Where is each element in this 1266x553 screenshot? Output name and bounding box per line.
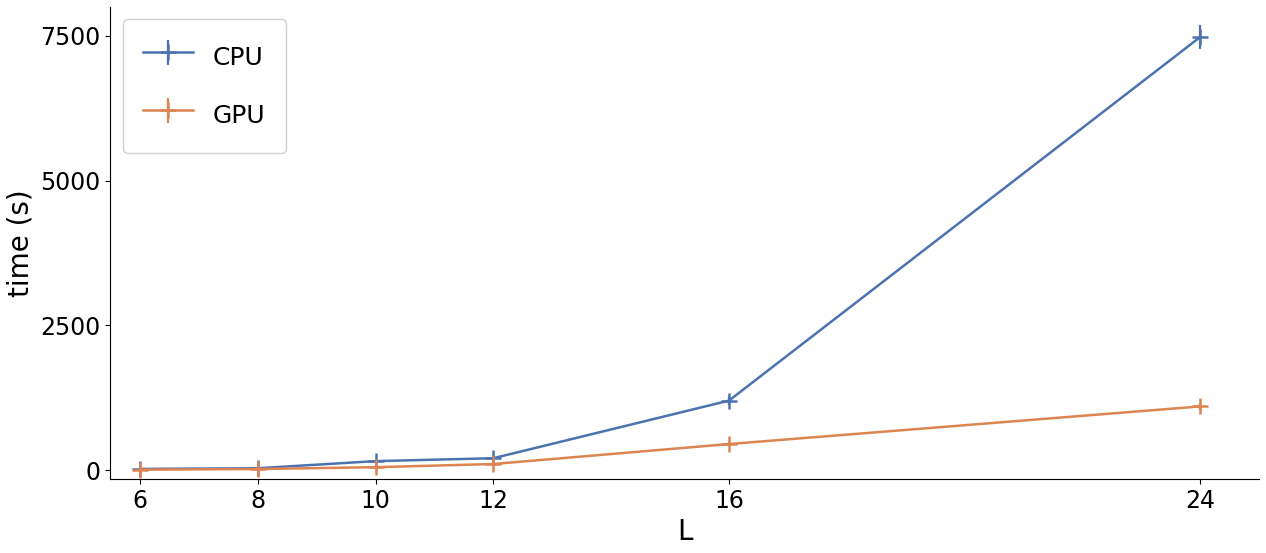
X-axis label: L: L: [677, 518, 693, 546]
Legend: CPU, GPU: CPU, GPU: [123, 19, 286, 153]
Y-axis label: time (s): time (s): [6, 189, 35, 296]
